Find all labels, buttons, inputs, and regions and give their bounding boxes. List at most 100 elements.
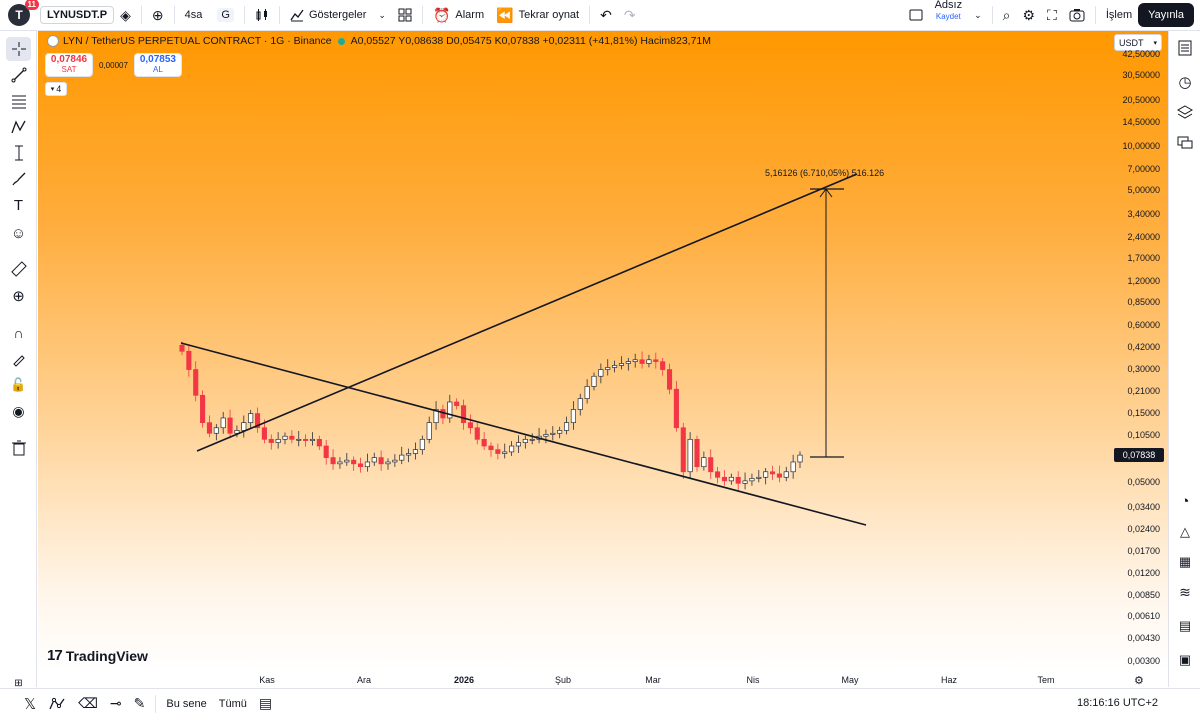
watchlist-flag-icon[interactable]: ◈ <box>120 6 131 23</box>
indicators-button[interactable]: Göstergeler <box>284 0 372 31</box>
path-tool-icon[interactable] <box>42 696 72 712</box>
undo-icon[interactable]: ↶ <box>600 6 612 23</box>
trash-icon[interactable] <box>6 436 31 460</box>
price-chart-canvas[interactable] <box>38 31 1108 672</box>
candle-body <box>474 427 480 440</box>
candle-body <box>694 438 700 468</box>
timezone-clock[interactable]: 18:16:16 UTC+2 <box>1076 697 1158 709</box>
alarm-button[interactable]: ⏰ Alarm <box>427 0 490 31</box>
brush-tool-icon[interactable] <box>6 167 31 191</box>
magnet-icon[interactable]: ∩ <box>13 325 24 341</box>
measurement-label: 5,16126 (6.710,05%) 516.126 <box>765 168 885 178</box>
emoji-tool-icon[interactable]: ☺ <box>10 224 27 242</box>
candle-body <box>316 438 322 447</box>
buy-price: 0,07853 <box>139 54 176 65</box>
object-tree-toggle-icon[interactable]: ⊞ <box>14 677 23 689</box>
horizontal-line-icon[interactable]: ⊸ <box>109 695 122 711</box>
ruler-measure-icon[interactable] <box>6 257 31 281</box>
last-price-label: 0,07838 <box>1114 447 1164 462</box>
descending-trendline[interactable] <box>180 342 867 526</box>
layers-icon[interactable] <box>1174 101 1196 123</box>
prediction-tool-icon[interactable] <box>6 141 31 165</box>
replay-icon: ⏪ <box>496 6 514 23</box>
crosshair-tool-icon[interactable] <box>6 37 31 61</box>
indicators-collapse-toggle[interactable]: ▾ 4 <box>45 82 67 96</box>
notes-icon[interactable]: ▤ <box>1178 618 1192 633</box>
divider <box>589 6 591 24</box>
user-avatar[interactable]: T 11 <box>8 0 39 26</box>
indicator-count: 4 <box>56 84 62 94</box>
eraser-icon[interactable]: ⌫ <box>78 695 98 711</box>
range-ytd-button[interactable]: Bu sene <box>166 697 207 710</box>
zoom-in-icon[interactable]: ⊕ <box>12 288 25 305</box>
candle-body <box>193 369 199 396</box>
price-tick-label: 0,30000 <box>1127 363 1160 374</box>
divider <box>421 6 423 24</box>
layout-square-icon[interactable] <box>903 0 929 31</box>
date-range-calendar-icon[interactable]: ▤ <box>258 695 273 711</box>
templates-grid-icon[interactable] <box>392 0 418 31</box>
candle-body <box>543 434 549 437</box>
chart-pane[interactable]: LYN / TetherUS PERPETUAL CONTRACT · 1G ·… <box>38 31 1168 672</box>
candles-chart-type-icon[interactable] <box>249 0 275 31</box>
camera-snapshot-icon[interactable] <box>1063 0 1091 31</box>
candle-body <box>660 361 666 370</box>
fib-retracement-tool-icon[interactable] <box>6 89 31 113</box>
candle-body <box>605 367 611 370</box>
lock-pen-icon[interactable] <box>6 347 31 371</box>
speedometer-icon[interactable]: ◔ <box>1180 492 1190 510</box>
ascending-trendline[interactable] <box>196 173 858 452</box>
ideas-triangle-icon[interactable]: △ <box>1180 524 1190 539</box>
compare-add-icon[interactable]: ⊕ <box>151 6 164 23</box>
candle-body <box>708 457 714 473</box>
alarm-clock-icon: ⏰ <box>432 6 451 23</box>
settings-gear-icon[interactable]: ⚙ <box>1022 6 1036 23</box>
price-tick-label: 0,15000 <box>1127 407 1160 418</box>
replay-button[interactable]: ⏪ Tekrar oynat <box>490 0 585 31</box>
candle-body <box>412 449 419 454</box>
range-all-button[interactable]: Tümü <box>218 697 247 710</box>
x-close-icon[interactable]: 𝕏 <box>24 695 37 713</box>
pattern-tool-icon[interactable] <box>6 115 31 139</box>
measure-arrowhead <box>819 188 833 198</box>
watchlist-icon[interactable] <box>1174 37 1196 59</box>
candle-body <box>289 435 295 440</box>
buy-button[interactable]: 0,07853 AL <box>133 53 182 77</box>
chats-icon[interactable] <box>1174 132 1196 154</box>
layout-name-button[interactable]: Adsız Kaydet <box>929 0 969 31</box>
candle-body <box>742 480 748 484</box>
axis-settings-gear-icon[interactable]: ⚙ <box>1134 675 1144 687</box>
chevron-down-icon[interactable]: ⌄ <box>378 9 386 20</box>
text-tool-icon[interactable]: T <box>13 196 24 214</box>
interval-4h-button[interactable]: 4sa <box>184 9 203 21</box>
hide-drawings-eye-icon[interactable]: ◉ <box>12 402 25 419</box>
tradingview-watermark[interactable]: 17 TradingView <box>47 647 148 664</box>
divider <box>243 6 245 24</box>
brush-icon[interactable]: ✎ <box>133 695 146 711</box>
fullscreen-icon[interactable]: ⛶ <box>1047 6 1057 23</box>
candle-body <box>227 417 233 434</box>
lock-drawings-icon[interactable]: 🔓 <box>10 377 27 392</box>
calendar-icon[interactable]: ▦ <box>1178 554 1192 569</box>
trendline-tool-icon[interactable] <box>6 63 31 87</box>
sell-button[interactable]: 0,07846 SAT <box>45 53 93 77</box>
legend-title[interactable]: LYN / TetherUS PERPETUAL CONTRACT · 1G ·… <box>63 35 332 47</box>
time-axis[interactable]: Kas Ara 2026 Şub Mar Nis May Haz Tem ⚙ <box>38 672 1168 688</box>
data-window-icon[interactable]: ▣ <box>1178 652 1192 667</box>
save-label: Kaydet <box>935 11 961 21</box>
candle-body <box>529 438 535 441</box>
price-axis[interactable]: USDT ▾ 42,50000 30,50000 20,50000 14,50000 1… <box>1108 31 1168 672</box>
quick-search-icon[interactable]: ⌕ <box>1002 6 1011 23</box>
symbol-search-button[interactable]: LYNUSDT.P <box>40 6 115 24</box>
candle-body <box>392 459 398 463</box>
publish-button[interactable]: Yayınla <box>1138 3 1194 27</box>
interval-1d-button[interactable]: G <box>217 8 234 22</box>
news-feed-icon[interactable]: ≋ <box>1179 583 1191 600</box>
redo-icon[interactable]: ↷ <box>623 6 636 23</box>
chevron-down-icon[interactable]: ⌄ <box>974 9 982 20</box>
alerts-clock-icon[interactable]: ◷ <box>1178 74 1192 91</box>
currency-select[interactable]: USDT ▾ <box>1114 34 1162 51</box>
trade-button[interactable]: İşlem <box>1105 9 1133 21</box>
drawing-toolbar: T ☺ ⊕ ∩ 🔓 ◉ ⊞ <box>0 31 37 689</box>
price-tick-label: 0,01200 <box>1127 567 1160 578</box>
